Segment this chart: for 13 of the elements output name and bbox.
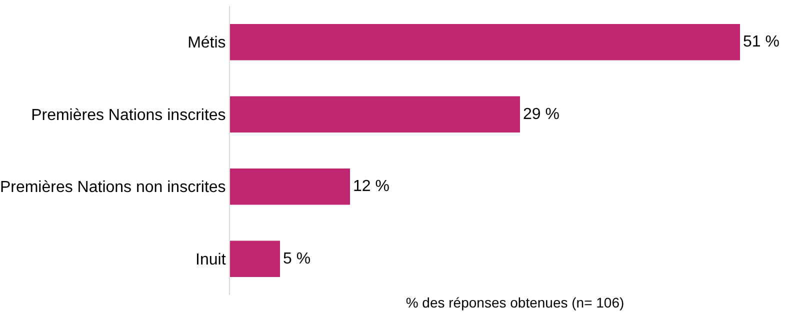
data-label: 51 % [743,34,780,51]
y-tick-label: Inuit [196,251,226,268]
bar [230,24,740,60]
y-tick-label: Métis [188,34,226,52]
bar [230,168,350,205]
y-tick-label: Premières Nations non inscrites [0,179,226,196]
y-tick-label: Premières Nations inscrites [31,106,226,124]
data-label: 12 % [353,178,390,196]
x-axis-title: % des réponses obtenues (n= 106) [406,294,624,310]
bar [230,240,280,277]
data-label: 29 % [523,106,560,123]
bar [230,96,520,132]
data-label: 5 % [283,250,311,268]
